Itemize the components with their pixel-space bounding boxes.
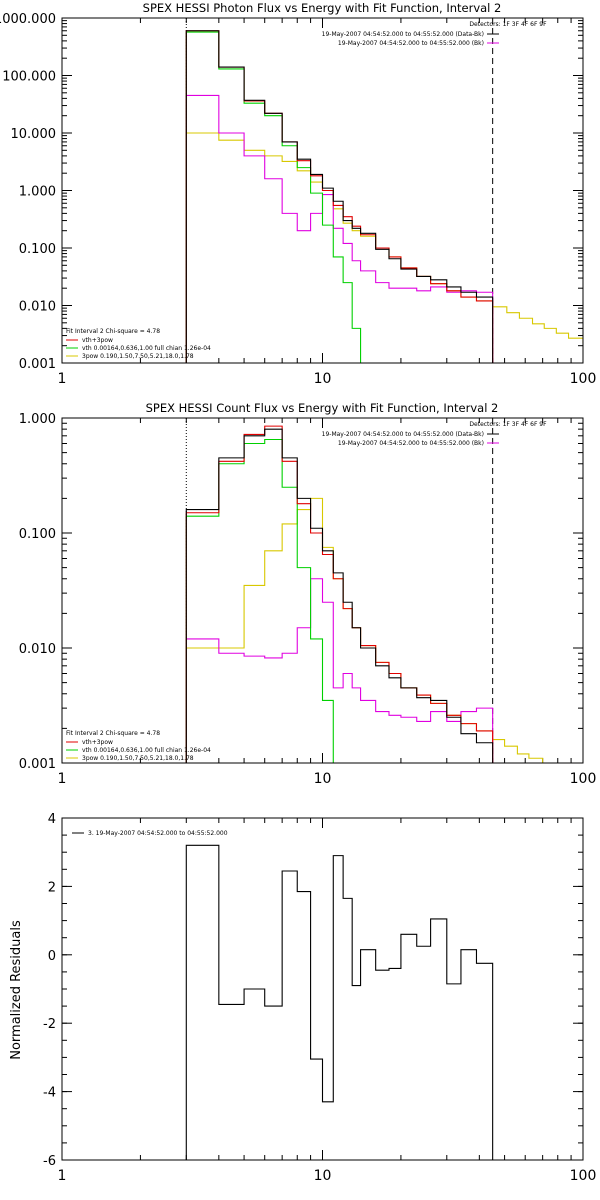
photon-flux-legend: Detectors: 1F 3F 4F 6F 9F 19-May-2007 04…: [66, 21, 547, 360]
series-0-19-may-2007-04-54-52-000: [185, 30, 494, 363]
count-flux-title: SPEX HESSI Count Flux vs Energy with Fit…: [146, 401, 499, 415]
series-0-3-19-may-2007-04-54-52-0: [185, 844, 494, 1160]
legend-detectors: Detectors: 1F 3F 4F 6F 9F: [469, 21, 547, 28]
y-tick-label: 2: [48, 880, 56, 895]
y-tick-label: 10.000: [11, 127, 57, 142]
photon-flux-panel: SPEX HESSI Photon Flux vs Energy with Fi…: [0, 1, 596, 387]
series-3-vth-0-00164-0-636-1-00-f: [185, 31, 376, 363]
x-tick-label: 10: [314, 1168, 332, 1184]
x-tick-label: 1: [58, 771, 67, 787]
legend-detectors-2: Detectors: 1F 3F 4F 6F 9F: [469, 421, 547, 428]
x-tick-label: 100: [570, 371, 597, 387]
residuals-plot-frame: [61, 817, 584, 1161]
x-tick-label: 100: [570, 1168, 597, 1184]
x-tick-label: 10: [314, 371, 332, 387]
y-tick-label: 0.001: [19, 357, 56, 372]
legend-data-bk: 19-May-2007 04:54:52.000 to 04:55:52.000…: [322, 31, 484, 38]
legend-3pow: 3pow 0.190,1.50,7.50,5.21,18.0,1.78: [82, 353, 194, 360]
y-tick-label: 0.010: [19, 642, 56, 657]
legend-fit-interval-2: Fit Interval 2 Chi-square = 4.78: [66, 730, 160, 737]
series-1-19-may-2007-04-54-52-000: [185, 94, 494, 363]
residuals-legend: 3. 19-May-2007 04:54:52.000 to 04:55:52.…: [72, 830, 228, 837]
y-tick-label: 100.000: [2, 70, 56, 85]
legend-3pow-2: 3pow 0.190,1.50,7.50,5.21,18.0,1.78: [82, 755, 194, 762]
y-tick-label: 1.000: [19, 412, 56, 427]
x-tick-label: 1: [58, 371, 67, 387]
y-tick-label: -2: [43, 1017, 56, 1032]
legend-data-bk-2: 19-May-2007 04:54:52.000 to 04:55:52.000…: [322, 431, 484, 438]
series-4-3pow-0-190-1-50-7-50-5-2: [185, 497, 544, 763]
y-tick-label: 0.001: [19, 757, 56, 772]
y-tick-label: 0.100: [19, 242, 56, 257]
residuals-panel: Normalized Residuals 1 10 100 4 2 0 -2 -4 -6 3. …: [9, 812, 596, 1184]
series-2-vth-3pow: [185, 30, 494, 363]
legend-vth-3pow-2: vth+3pow: [82, 739, 113, 746]
legend-vth: vth 0.00164,0.636,1.00 full chian 1.26e-…: [82, 345, 211, 352]
x-tick-label: 10: [314, 771, 332, 787]
legend-vth-2: vth 0.00164,0.636,1.00 full chian 1.26e-…: [82, 747, 211, 754]
y-tick-label: -4: [43, 1086, 56, 1101]
legend-fit-interval: Fit Interval 2 Chi-square = 4.78: [66, 328, 160, 335]
y-tick-label: 0: [48, 949, 56, 964]
series-1-19-may-2007-04-54-52-000: [185, 578, 494, 763]
x-tick-label: 100: [570, 771, 597, 787]
legend-residuals: 3. 19-May-2007 04:54:52.000 to 04:55:52.…: [88, 830, 228, 837]
y-tick-label: 1.000: [19, 185, 56, 200]
y-tick-label: -6: [43, 1154, 56, 1169]
legend-bk-2: 19-May-2007 04:54:52.000 to 04:55:52.000…: [338, 440, 484, 447]
x-tick-label: 1: [58, 1168, 67, 1184]
y-tick-label: 0.100: [19, 527, 56, 542]
legend-vth-3pow: vth+3pow: [82, 337, 113, 344]
residuals-ylabel: Normalized Residuals: [9, 920, 24, 1060]
legend-bk: 19-May-2007 04:54:52.000 to 04:55:52.000…: [338, 40, 484, 47]
count-flux-panel: SPEX HESSI Count Flux vs Energy with Fit…: [19, 401, 597, 787]
y-tick-label: 1000.000: [0, 12, 56, 27]
series-0-19-may-2007-04-54-52-000: [185, 428, 494, 763]
photon-flux-title: SPEX HESSI Photon Flux vs Energy with Fi…: [143, 1, 502, 15]
y-tick-label: 4: [48, 812, 56, 827]
series-3-vth-0-00164-0-636-1-00-f: [185, 438, 353, 763]
photon-flux-plot-frame: [61, 17, 584, 364]
count-flux-plot-frame: [61, 417, 584, 764]
y-tick-label: 0.010: [19, 300, 56, 315]
count-flux-legend: Detectors: 1F 3F 4F 6F 9F 19-May-2007 04…: [66, 421, 547, 762]
